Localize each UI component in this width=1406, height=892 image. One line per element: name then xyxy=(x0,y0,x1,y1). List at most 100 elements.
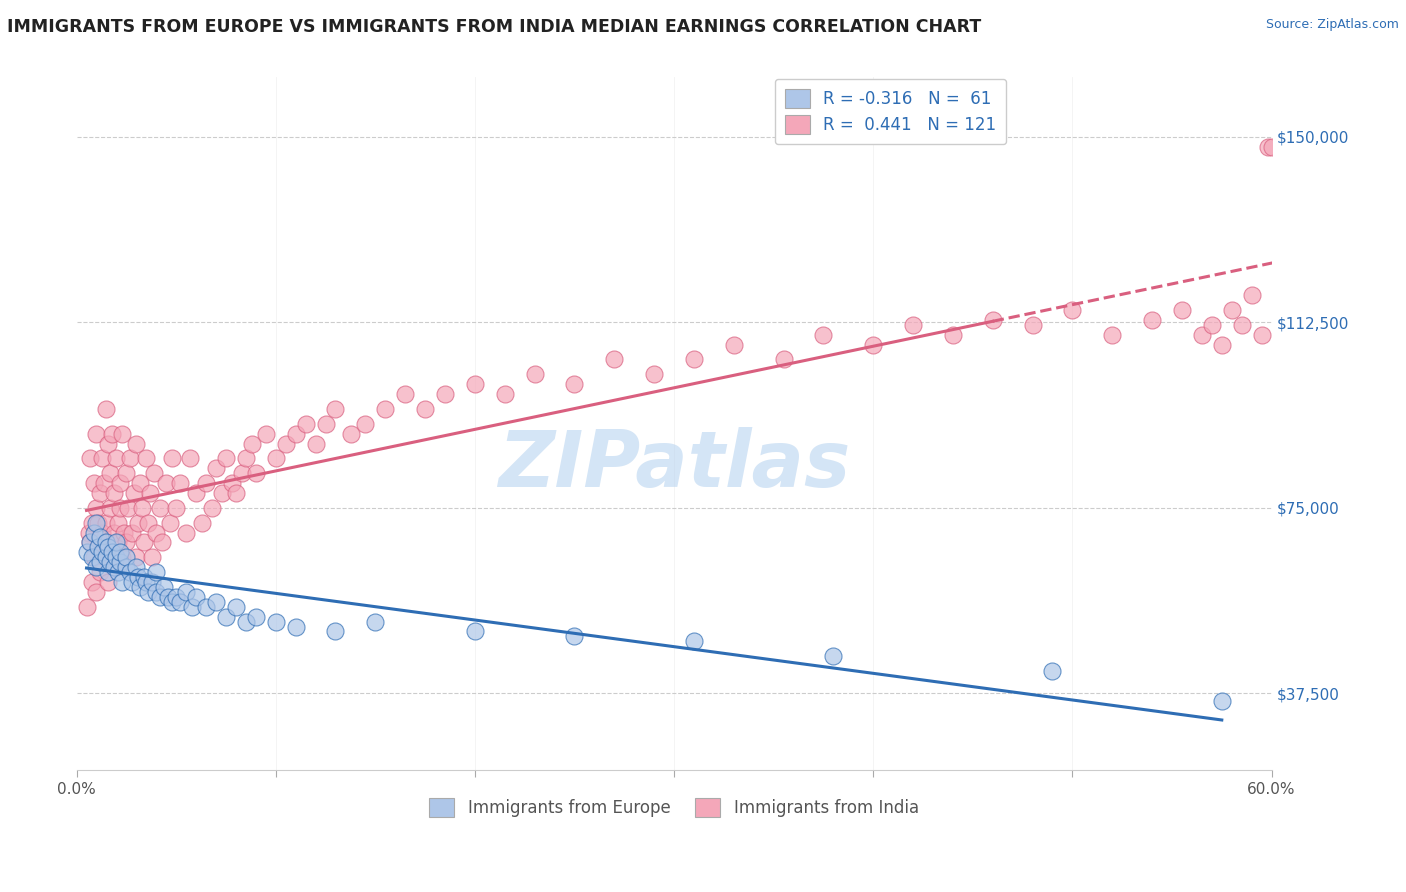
Point xyxy=(564,377,586,392)
Point xyxy=(107,516,129,530)
Point xyxy=(1062,302,1084,317)
Point xyxy=(169,476,191,491)
Point xyxy=(91,525,114,540)
Point xyxy=(174,585,197,599)
Point xyxy=(125,436,148,450)
Point xyxy=(101,550,124,565)
Point xyxy=(105,550,128,565)
Point xyxy=(76,599,98,614)
Point xyxy=(160,595,183,609)
Point xyxy=(723,337,745,351)
Point xyxy=(96,550,118,565)
Point xyxy=(110,476,132,491)
Point xyxy=(165,590,187,604)
Point xyxy=(115,550,138,565)
Point xyxy=(901,318,924,332)
Point xyxy=(82,550,104,565)
Point xyxy=(91,545,114,559)
Point xyxy=(205,461,228,475)
Point xyxy=(1257,139,1279,153)
Point xyxy=(184,590,207,604)
Point xyxy=(82,574,104,589)
Point xyxy=(120,565,142,579)
Text: ZIPatlas: ZIPatlas xyxy=(498,427,851,503)
Point xyxy=(129,476,152,491)
Point xyxy=(135,574,157,589)
Point xyxy=(103,525,125,540)
Point xyxy=(124,486,146,500)
Point xyxy=(79,535,101,549)
Point xyxy=(83,525,105,540)
Point xyxy=(86,500,108,515)
Point xyxy=(131,500,153,515)
Point xyxy=(1171,302,1194,317)
Point xyxy=(434,387,457,401)
Point xyxy=(374,401,396,416)
Point xyxy=(225,486,247,500)
Point xyxy=(315,417,337,431)
Point xyxy=(91,451,114,466)
Point xyxy=(211,486,233,500)
Point xyxy=(1220,302,1243,317)
Point xyxy=(195,599,218,614)
Point xyxy=(105,535,128,549)
Point xyxy=(96,535,118,549)
Point xyxy=(100,466,122,480)
Point xyxy=(201,500,224,515)
Point xyxy=(1101,327,1123,342)
Point xyxy=(87,541,110,555)
Point xyxy=(150,535,173,549)
Point xyxy=(245,609,267,624)
Point xyxy=(79,535,101,549)
Point xyxy=(823,649,845,664)
Point xyxy=(110,500,132,515)
Point xyxy=(83,550,105,565)
Point xyxy=(127,516,149,530)
Point xyxy=(115,535,138,549)
Point xyxy=(93,476,115,491)
Point xyxy=(83,476,105,491)
Point xyxy=(121,525,143,540)
Point xyxy=(1211,694,1233,708)
Point xyxy=(86,426,108,441)
Point xyxy=(1240,288,1263,302)
Point xyxy=(96,401,118,416)
Point xyxy=(125,560,148,574)
Point xyxy=(284,619,307,633)
Point xyxy=(683,634,706,648)
Point xyxy=(127,570,149,584)
Point xyxy=(942,327,965,342)
Point xyxy=(354,417,377,431)
Point xyxy=(340,426,363,441)
Point xyxy=(139,486,162,500)
Point xyxy=(304,436,326,450)
Point xyxy=(100,555,122,569)
Point xyxy=(96,535,118,549)
Point xyxy=(274,436,297,450)
Point xyxy=(149,590,172,604)
Point xyxy=(413,401,436,416)
Point xyxy=(125,550,148,565)
Point xyxy=(364,615,387,629)
Point xyxy=(96,516,118,530)
Point xyxy=(221,476,243,491)
Point xyxy=(325,624,347,639)
Point xyxy=(79,451,101,466)
Point xyxy=(157,590,180,604)
Point xyxy=(155,476,177,491)
Text: IMMIGRANTS FROM EUROPE VS IMMIGRANTS FROM INDIA MEDIAN EARNINGS CORRELATION CHAR: IMMIGRANTS FROM EUROPE VS IMMIGRANTS FRO… xyxy=(7,18,981,36)
Point xyxy=(101,545,124,559)
Point xyxy=(145,525,167,540)
Point xyxy=(121,574,143,589)
Point xyxy=(103,560,125,574)
Point xyxy=(135,451,157,466)
Point xyxy=(394,387,416,401)
Point xyxy=(120,451,142,466)
Point xyxy=(149,500,172,515)
Point xyxy=(111,574,134,589)
Point xyxy=(97,541,120,555)
Point xyxy=(101,426,124,441)
Point xyxy=(225,599,247,614)
Point xyxy=(100,500,122,515)
Point xyxy=(235,615,257,629)
